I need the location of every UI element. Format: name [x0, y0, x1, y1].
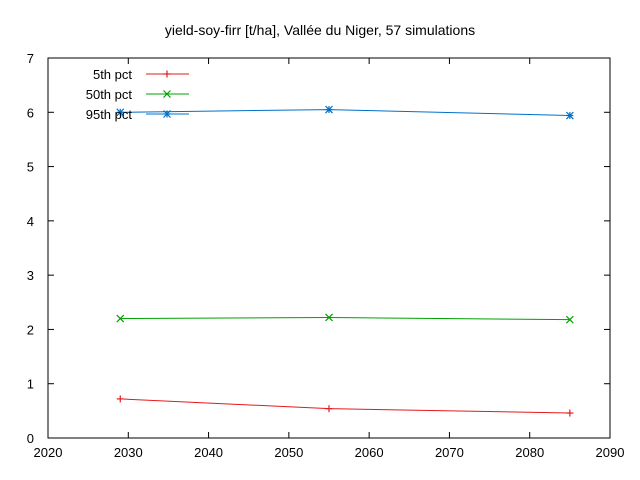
y-tick-label: 0: [27, 431, 34, 446]
axes: 2020 2030 2040 2050 2060 2070 2080 2090 0 1 2 3 4 5 6 7: [27, 51, 625, 460]
x-tick-label: 2020: [34, 445, 63, 460]
y-tick-label: 4: [27, 214, 34, 229]
series-line-0: [120, 398, 570, 414]
x-tick-label: 2070: [435, 445, 464, 460]
y-tick-label: 3: [27, 268, 34, 283]
x-tick-label: 2080: [515, 445, 544, 460]
data-point: [116, 395, 124, 403]
data-point: [565, 111, 574, 120]
data-point: [566, 409, 574, 417]
plot-frame: [47, 57, 611, 439]
data-point: [116, 314, 125, 323]
series-line-1: [120, 316, 570, 321]
data-point: [325, 105, 333, 114]
y-tick-label: 5: [27, 160, 34, 175]
legend-label: 5th pct: [93, 67, 132, 82]
legend: 5th pct 50th pct 95th pct: [86, 67, 189, 122]
data-point: [116, 108, 125, 117]
y-tick-label: 2: [27, 322, 34, 337]
x-tick-label: 2060: [355, 445, 384, 460]
y-tick-label: 1: [27, 377, 34, 392]
y-tick-label: 7: [27, 51, 34, 66]
y-tick-label: 6: [27, 105, 34, 120]
data-point: [565, 315, 574, 324]
data-point: [325, 313, 333, 322]
data-point: [325, 405, 333, 413]
x-tick-label: 2040: [194, 445, 223, 460]
series-line-2: [120, 109, 570, 117]
legend-marker: [163, 90, 171, 98]
chart-title: yield-soy-firr [t/ha], Vallée du Niger, …: [165, 22, 475, 38]
x-tick-label: 2050: [274, 445, 303, 460]
series-layer: [116, 105, 574, 417]
x-tick-label: 2090: [596, 445, 625, 460]
x-tick-label: 2030: [114, 445, 143, 460]
legend-marker: [163, 70, 171, 78]
legend-marker: [163, 110, 171, 118]
legend-label: 50th pct: [86, 87, 133, 102]
legend-label: 95th pct: [86, 107, 133, 122]
